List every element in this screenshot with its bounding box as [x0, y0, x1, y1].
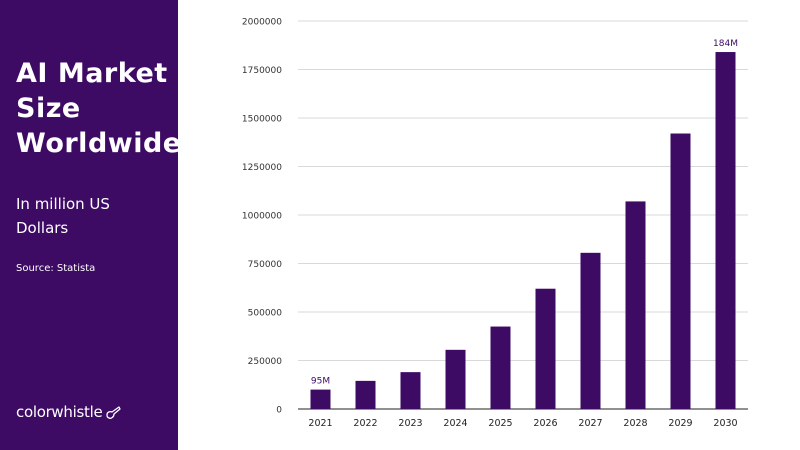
x-tick-label: 2028 — [623, 418, 647, 429]
bar-2029 — [670, 133, 691, 409]
title-line-1: AI Market — [16, 58, 168, 89]
bar-2026 — [535, 288, 556, 409]
bar-2027 — [580, 252, 601, 409]
y-tick-label: 1750000 — [242, 66, 282, 76]
x-tick-label: 2023 — [398, 418, 422, 429]
y-tick-label: 0 — [276, 406, 282, 416]
page-title: AI Market Size Worldwide — [16, 56, 182, 161]
data-label: 95M — [311, 377, 330, 387]
bar-2030 — [715, 52, 736, 409]
subtitle-line-2: Dollars — [16, 219, 69, 237]
x-tick-label: 2025 — [488, 418, 512, 429]
y-tick-label: 250000 — [248, 357, 283, 367]
y-tick-label: 2000000 — [242, 18, 282, 28]
y-tick-label: 750000 — [248, 260, 283, 270]
title-line-3: Worldwide — [16, 128, 182, 159]
bar-2022 — [355, 380, 376, 409]
y-tick-label: 1500000 — [242, 115, 282, 125]
bar-2023 — [400, 372, 421, 409]
y-tick-label: 500000 — [248, 309, 283, 319]
title-line-2: Size — [16, 93, 81, 124]
bar-chart: 0 250000 500000 750000 1000000 1250000 1500000… — [242, 18, 748, 429]
logo-text: colorwhistle — [16, 403, 103, 421]
source-note: Source: Statista — [16, 263, 96, 274]
x-tick-label: 2022 — [353, 418, 377, 429]
brand-logo: colorwhistle — [16, 403, 122, 421]
x-tick-label: 2021 — [308, 418, 332, 429]
x-tick-label: 2030 — [713, 418, 737, 429]
x-tick-label: 2026 — [533, 418, 557, 429]
x-tick-label: 2029 — [668, 418, 692, 429]
whistle-icon — [106, 406, 122, 419]
data-label: 184M — [713, 39, 738, 49]
x-tick-label: 2027 — [578, 418, 602, 429]
bar-2028 — [625, 201, 646, 409]
y-tick-label: 1000000 — [242, 212, 282, 222]
x-tick-label: 2024 — [443, 418, 467, 429]
subtitle: In million US Dollars — [16, 192, 166, 240]
bar-2021 — [310, 389, 331, 409]
sidebar-panel: AI Market Size Worldwide In million US D… — [0, 0, 182, 450]
y-tick-label: 1250000 — [242, 163, 282, 173]
bar-2025 — [490, 326, 511, 409]
subtitle-line-1: In million US — [16, 195, 110, 213]
bar-2024 — [445, 349, 466, 409]
